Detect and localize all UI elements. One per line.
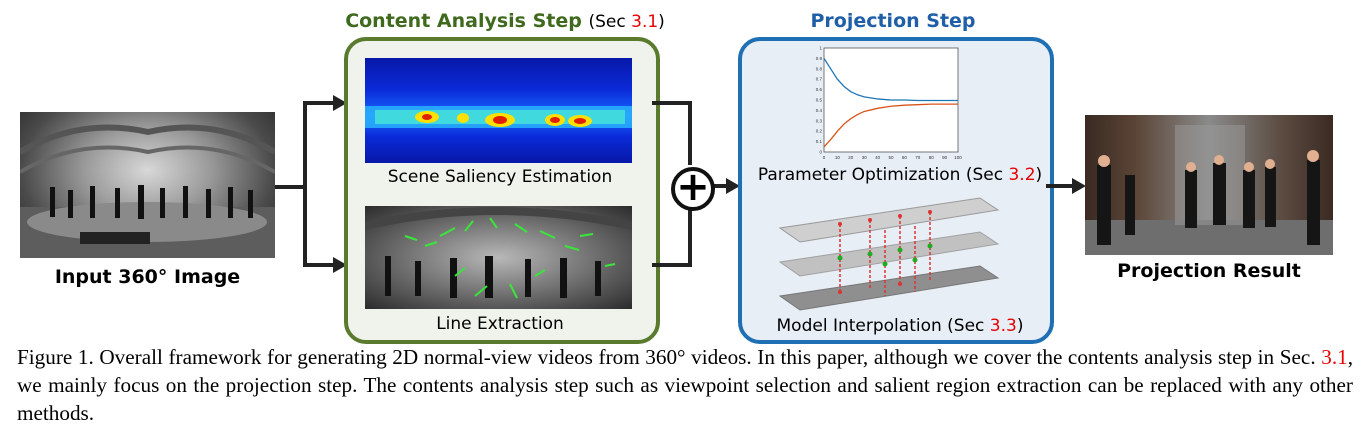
output-arrow — [1046, 178, 1086, 194]
caption-part1: Figure 1. Overall framework for generati… — [17, 345, 1322, 369]
y-tick-label: 0.1 — [816, 139, 823, 144]
x-tick-label: 20 — [848, 155, 854, 160]
param-ref: 3.2 — [1008, 165, 1036, 185]
content-step-sec-suffix: ) — [658, 12, 665, 32]
saliency-label: Scene Saliency Estimation — [387, 167, 613, 187]
input-image-label: Input 360° Image — [54, 266, 241, 288]
y-tick-label: 0.9 — [816, 56, 823, 61]
y-tick-label: 0.3 — [816, 118, 823, 123]
plus-circle-icon: + — [671, 164, 715, 211]
optimization-chart: 0 10 20 30 40 50 60 70 80 90 100 0 0.1 0.2 0.3 0.4 0.5 0.… — [816, 46, 962, 161]
input-arrows — [275, 95, 347, 273]
interp-label-prefix: Model Interpolation (Sec — [776, 316, 990, 336]
x-tick-label: 80 — [929, 155, 935, 160]
content-step-sec-prefix: (Sec — [588, 12, 632, 32]
param-label-prefix: Parameter Optimization (Sec — [757, 165, 1009, 185]
x-tick-label: 50 — [888, 155, 894, 160]
x-tick-label: 0 — [823, 155, 826, 160]
y-tick-label: 0.6 — [816, 87, 823, 92]
x-tick-label: 30 — [862, 155, 868, 160]
x-tick-label: 100 — [954, 155, 962, 160]
y-tick-label: 0.8 — [816, 66, 823, 71]
y-tick-label: 0.5 — [816, 98, 823, 103]
param-label-suffix: ) — [1035, 165, 1043, 185]
series-line-1 — [823, 58, 958, 102]
x-tick-label: 10 — [835, 155, 841, 160]
y-tick-label: 0.4 — [816, 108, 823, 113]
line-extraction-label: Line Extraction — [436, 314, 564, 334]
projection-result-label: Projection Result — [1117, 260, 1301, 282]
x-tick-label: 70 — [915, 155, 921, 160]
parameter-optimization-label: Parameter Optimization (Sec 3.2) — [740, 165, 1060, 185]
y-tick-label: 0.7 — [816, 77, 823, 82]
content-step-title: Content Analysis Step (Sec 3.1) — [345, 10, 665, 32]
x-tick-label: 40 — [875, 155, 881, 160]
merge-connector — [652, 101, 740, 267]
projection-step-title: Projection Step — [810, 10, 976, 32]
line-extraction-image — [365, 206, 632, 309]
y-tick-label: 0 — [819, 150, 822, 155]
content-step-title-text: Content Analysis Step — [345, 10, 582, 32]
plus-symbol: + — [676, 164, 710, 210]
caption-ref: 3.1 — [1321, 345, 1348, 369]
x-tick-label: 90 — [942, 155, 948, 160]
figure-caption: Figure 1. Overall framework for generati… — [17, 343, 1353, 427]
model-interpolation-label: Model Interpolation (Sec 3.3) — [740, 316, 1060, 336]
input-360-image — [20, 112, 275, 258]
series-line-2 — [823, 103, 958, 148]
content-step-sec-ref: 3.1 — [631, 12, 659, 32]
y-tick-label: 0.2 — [816, 129, 823, 134]
interp-ref: 3.3 — [989, 316, 1017, 336]
interp-label-suffix: ) — [1016, 316, 1024, 336]
model-interpolation-diagram — [778, 197, 1000, 311]
x-tick-label: 60 — [902, 155, 908, 160]
caption-part2: , we mainly focus on the projection step… — [17, 345, 1353, 425]
saliency-heatmap — [365, 58, 632, 163]
y-tick-label: 1 — [819, 46, 822, 51]
projection-result-image — [1085, 115, 1333, 255]
